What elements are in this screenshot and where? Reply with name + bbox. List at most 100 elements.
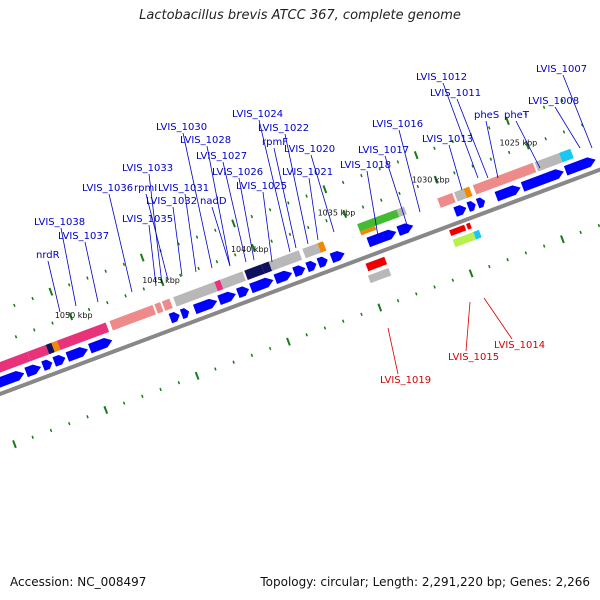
tick-mark: [124, 294, 127, 298]
callout-line: [483, 297, 513, 340]
tick-mark: [33, 328, 36, 332]
tick-mark: [51, 321, 54, 325]
callout-line: [310, 154, 335, 233]
tick-mark: [177, 242, 180, 246]
tick-mark: [505, 116, 510, 126]
feature-block: [472, 162, 537, 195]
tick-mark: [68, 312, 74, 321]
callout-line: [485, 120, 499, 179]
gene-label: LVIS_1036: [82, 183, 133, 194]
gene-label: LVIS_1008: [528, 96, 579, 107]
gene-label: LVIS_1015: [448, 352, 499, 363]
tick-mark: [398, 191, 401, 196]
tick-mark: [451, 139, 454, 144]
cds-arrow: [475, 197, 486, 209]
cds-arrow: [65, 347, 88, 362]
gene-label: pheT: [504, 110, 530, 121]
tick-mark: [325, 219, 328, 223]
tick-mark: [177, 380, 181, 385]
tick-mark: [471, 164, 474, 168]
gene-label: LVIS_1013: [422, 134, 473, 145]
feature-block: [276, 250, 303, 269]
tick-mark: [122, 262, 126, 267]
gene-label: LVIS_1033: [122, 163, 173, 174]
tick-mark: [268, 346, 272, 351]
tick-mark: [416, 184, 420, 189]
scale-label: 1045 kbp: [142, 276, 180, 285]
tick-mark: [525, 141, 530, 150]
gene-label: nadD: [200, 196, 227, 207]
callout-line: [108, 193, 133, 293]
cds-arrow: [88, 338, 113, 354]
tick-mark: [561, 98, 564, 103]
tick-mark: [14, 335, 18, 339]
gene-label: LVIS_1031: [158, 183, 209, 194]
tick-mark: [49, 428, 53, 433]
callout-line: [184, 193, 197, 273]
tick-mark: [86, 415, 89, 419]
cds-arrow: [316, 256, 328, 268]
tick-mark: [122, 401, 126, 405]
tick-mark: [251, 243, 256, 253]
tick-mark: [306, 225, 310, 230]
tick-mark: [433, 146, 436, 150]
tick-mark: [489, 157, 493, 161]
callout-line: [258, 119, 291, 253]
tick-mark: [562, 130, 566, 134]
callout-line: [366, 170, 379, 237]
callout-line: [238, 177, 255, 261]
tick-mark: [360, 173, 363, 178]
gene-label: LVIS_1027: [196, 151, 247, 162]
callout-line: [398, 129, 421, 213]
callout-line: [273, 147, 297, 249]
tick-mark: [104, 269, 107, 273]
callout-line: [465, 301, 471, 352]
gene-label: LVIS_1019: [380, 375, 431, 386]
tick-mark: [524, 251, 528, 255]
tick-mark: [31, 296, 34, 301]
cds-arrow: [192, 298, 218, 315]
gene-label: rpmF: [262, 137, 288, 148]
tick-mark: [288, 232, 292, 237]
tick-mark: [68, 421, 71, 426]
tick-mark: [322, 185, 328, 194]
gene-label: LVIS_1018: [340, 160, 391, 171]
gene-label: LVIS_1017: [358, 145, 409, 156]
gene-label: LVIS_1035: [122, 214, 173, 225]
tick-mark: [413, 151, 419, 160]
tick-mark: [215, 259, 219, 264]
map-title: Lactobacillus brevis ATCC 367, complete …: [139, 8, 461, 23]
tick-mark: [286, 337, 291, 346]
callout-line: [211, 206, 231, 267]
gene-label: LVIS_1022: [258, 123, 309, 134]
callout-line: [47, 260, 61, 313]
cds-arrow: [217, 291, 236, 306]
tick-mark: [377, 303, 383, 312]
feature-block: [173, 281, 218, 307]
callout-line: [456, 98, 489, 179]
tick-mark: [580, 123, 584, 127]
tick-mark: [87, 307, 91, 312]
feature-block: [454, 188, 467, 202]
feature-block: [437, 192, 456, 208]
tick-mark: [305, 333, 308, 337]
gene-label: LVIS_1025: [236, 181, 287, 192]
tick-mark: [506, 258, 509, 262]
cds-arrow: [396, 223, 414, 236]
gene-label: LVIS_1038: [34, 217, 85, 228]
callout-line: [206, 145, 231, 267]
feature-block: [161, 298, 173, 311]
tick-mark: [433, 175, 439, 184]
gene-label: LVIS_1032: [146, 196, 197, 207]
gene-labels: LVIS_1007 LVIS_1008 LVIS_1011 LVIS_1012 pheT…: [34, 64, 587, 386]
tick-mark: [67, 283, 71, 287]
tick-mark: [468, 269, 474, 278]
tick-mark: [142, 287, 146, 291]
feature-block: [449, 224, 467, 236]
tick-mark: [103, 405, 109, 415]
callout-line: [262, 191, 273, 263]
gene-label: nrdR: [36, 250, 60, 261]
callout-line: [84, 241, 99, 303]
tick-mark: [341, 180, 345, 185]
